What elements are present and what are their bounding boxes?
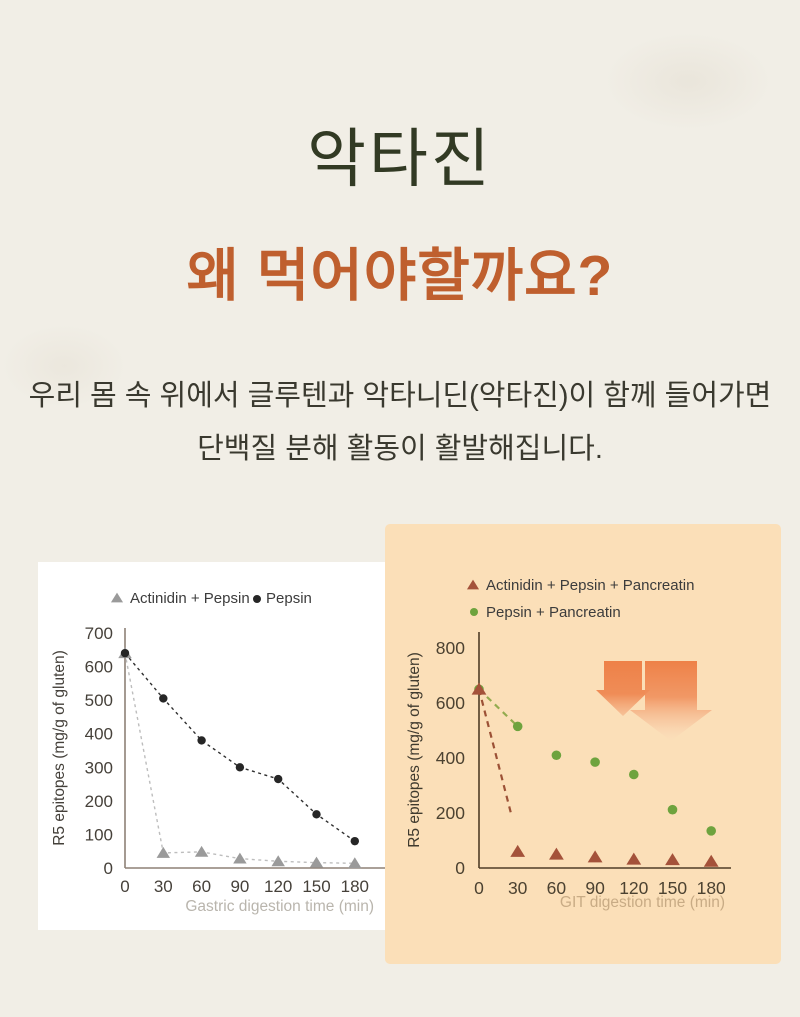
circle-marker [590, 757, 600, 767]
triangle-marker [626, 852, 642, 865]
y-tick-label: 100 [85, 825, 113, 844]
series-line [124, 653, 355, 864]
x-tick-label: 0 [120, 877, 129, 896]
legend-label: Pepsin [266, 590, 312, 607]
triangle-marker [703, 854, 719, 867]
legend-circle-icon [470, 608, 478, 616]
triangle-marker [156, 846, 171, 858]
triangle-marker [271, 855, 285, 867]
circle-marker [667, 804, 678, 815]
product-title: 악타진 [307, 123, 493, 195]
body-text: 우리 몸 속 위에서 글루텐과 악타니딘(악타진)이 함께 들어가면 단백질 분… [0, 370, 800, 476]
chart-card-gastric: 0 100 200 300 400 500 600 700 0 30 60 90 120 150 180 Ga… [38, 562, 440, 930]
down-arrow-icon [596, 661, 650, 716]
x-tick-label: 30 [508, 878, 528, 898]
legend-circle-icon [253, 595, 261, 603]
circle-marker [120, 648, 130, 658]
x-axis-label: GIT digestion time (min) [560, 894, 725, 911]
circle-marker [235, 763, 245, 772]
circle-marker [512, 721, 523, 732]
legend-triangle-icon [466, 579, 480, 590]
y-tick-label: 600 [436, 693, 465, 713]
circle-marker [706, 826, 716, 836]
headline-question: 왜 먹어야할까요? [186, 244, 614, 308]
legend-label: Actinidin + Pepsin [130, 590, 250, 607]
x-tick-label: 60 [547, 878, 567, 898]
x-tick-label: 120 [264, 877, 292, 896]
y-tick-label: 700 [85, 624, 113, 643]
circle-marker [197, 736, 206, 745]
x-tick-label: 30 [154, 877, 173, 896]
y-tick-label: 200 [85, 792, 113, 811]
chart-card-git: 0 200 400 600 800 0 30 60 90 120 150 180 GIT digesti… [385, 524, 781, 964]
triangle-marker [665, 853, 680, 866]
circle-marker [274, 774, 283, 784]
x-tick-label: 120 [619, 878, 648, 898]
triangle-marker [587, 850, 603, 863]
y-tick-label: 400 [436, 748, 465, 768]
header: 악타진 왜 먹어야할까요? 우리 몸 속 위에서 글루텐과 악타니딘(악타진)이… [0, 0, 800, 476]
x-axis-label: Gastric digestion time (min) [185, 898, 374, 915]
x-tick-label: 90 [585, 878, 605, 898]
circle-marker [159, 694, 168, 703]
triangle-marker [309, 856, 324, 868]
series-line [477, 688, 513, 815]
x-tick-label: 150 [302, 877, 330, 896]
y-tick-label: 500 [85, 691, 113, 710]
body-text-line2: 단백질 분해 활동이 활발해집니다. [197, 433, 603, 465]
triangle-marker [233, 852, 247, 864]
y-tick-label: 200 [436, 803, 465, 823]
y-tick-label: 800 [436, 638, 465, 658]
x-tick-label: 180 [341, 877, 369, 896]
legend-label: Actinidin + Pepsin + Pancreatin [486, 577, 694, 594]
circle-marker [312, 810, 321, 819]
x-tick-label: 180 [697, 878, 726, 898]
triangle-marker [348, 857, 362, 869]
y-tick-label: 400 [85, 725, 113, 744]
down-arrow-icon [630, 661, 712, 741]
y-tick-label: 0 [104, 859, 113, 878]
legend-triangle-icon [110, 592, 124, 603]
y-axis-label: R5 epitopes (mg/g of gluten) [51, 650, 68, 846]
circle-marker [629, 769, 639, 780]
x-tick-label: 0 [474, 878, 484, 898]
triangle-marker [549, 847, 564, 860]
circle-marker [350, 836, 359, 846]
y-axis-label: R5 epitopes (mg/g of gluten) [406, 652, 423, 848]
y-tick-label: 0 [455, 858, 465, 878]
triangle-marker [510, 844, 526, 857]
circle-marker [551, 750, 562, 761]
x-tick-label: 90 [230, 877, 249, 896]
body-text-line1: 우리 몸 속 위에서 글루텐과 악타니딘(악타진)이 함께 들어가면 [28, 380, 772, 412]
y-tick-label: 600 [85, 658, 113, 677]
triangle-marker [194, 845, 209, 857]
x-tick-label: 150 [658, 878, 687, 898]
gastric-chart: 0 100 200 300 400 500 600 700 0 30 60 90 120 150 180 Ga… [51, 590, 390, 915]
triangle-marker [471, 682, 487, 695]
y-tick-label: 300 [85, 758, 113, 777]
series-line [478, 688, 519, 728]
legend-label: Pepsin + Pancreatin [486, 604, 621, 621]
x-tick-label: 60 [192, 877, 211, 896]
